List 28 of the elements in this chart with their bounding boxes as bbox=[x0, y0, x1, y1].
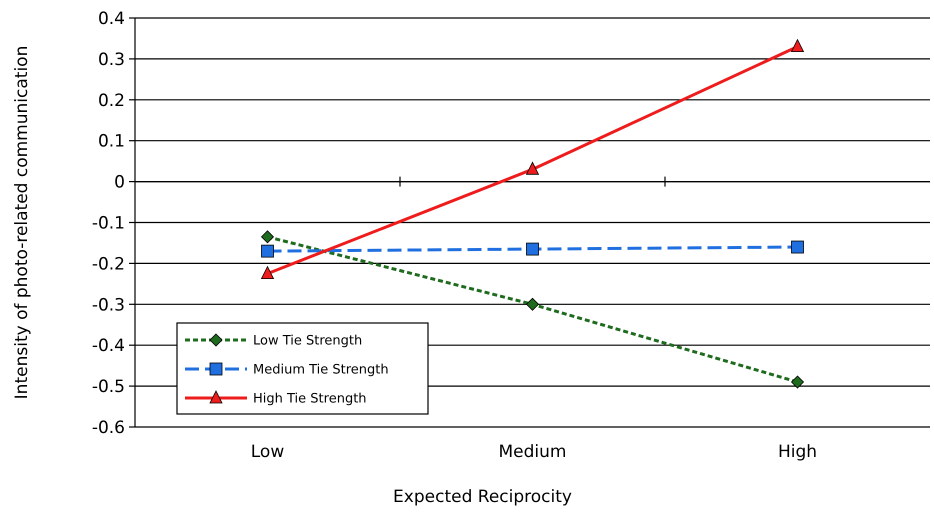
y-tick-label: -0.5 bbox=[92, 377, 125, 398]
legend-label: Medium Tie Strength bbox=[253, 362, 389, 378]
legend-label: Low Tie Strength bbox=[253, 334, 362, 349]
point bbox=[261, 230, 274, 244]
point bbox=[526, 298, 539, 311]
y-tick-label: -0.1 bbox=[92, 213, 125, 234]
y-tick-label: 0.4 bbox=[98, 8, 125, 29]
y-tick-label: 0.3 bbox=[98, 50, 125, 70]
x-axis-title: Expected Reciprocity bbox=[393, 487, 572, 507]
y-tick-label: -0.3 bbox=[92, 295, 125, 316]
point bbox=[526, 162, 539, 175]
y-tick-label: -0.4 bbox=[92, 336, 125, 356]
y-tick-label: 0 bbox=[114, 172, 125, 193]
y-tick-label: -0.6 bbox=[92, 418, 125, 438]
point bbox=[791, 376, 804, 388]
legend-label: High Tie Strength bbox=[253, 392, 367, 407]
x-tick-label: Medium bbox=[498, 442, 566, 462]
point bbox=[526, 242, 539, 256]
point bbox=[261, 266, 274, 280]
x-tick-label: High bbox=[778, 442, 818, 462]
point bbox=[261, 244, 274, 258]
y-tick-label: 0.2 bbox=[98, 90, 125, 111]
y-tick-label: -0.2 bbox=[92, 254, 125, 274]
y-axis-title: Intensity of photo-related communication bbox=[12, 46, 32, 400]
point bbox=[791, 240, 804, 254]
x-tick-label: Low bbox=[250, 442, 284, 462]
y-tick-label: 0.1 bbox=[98, 132, 125, 152]
point bbox=[791, 39, 804, 52]
